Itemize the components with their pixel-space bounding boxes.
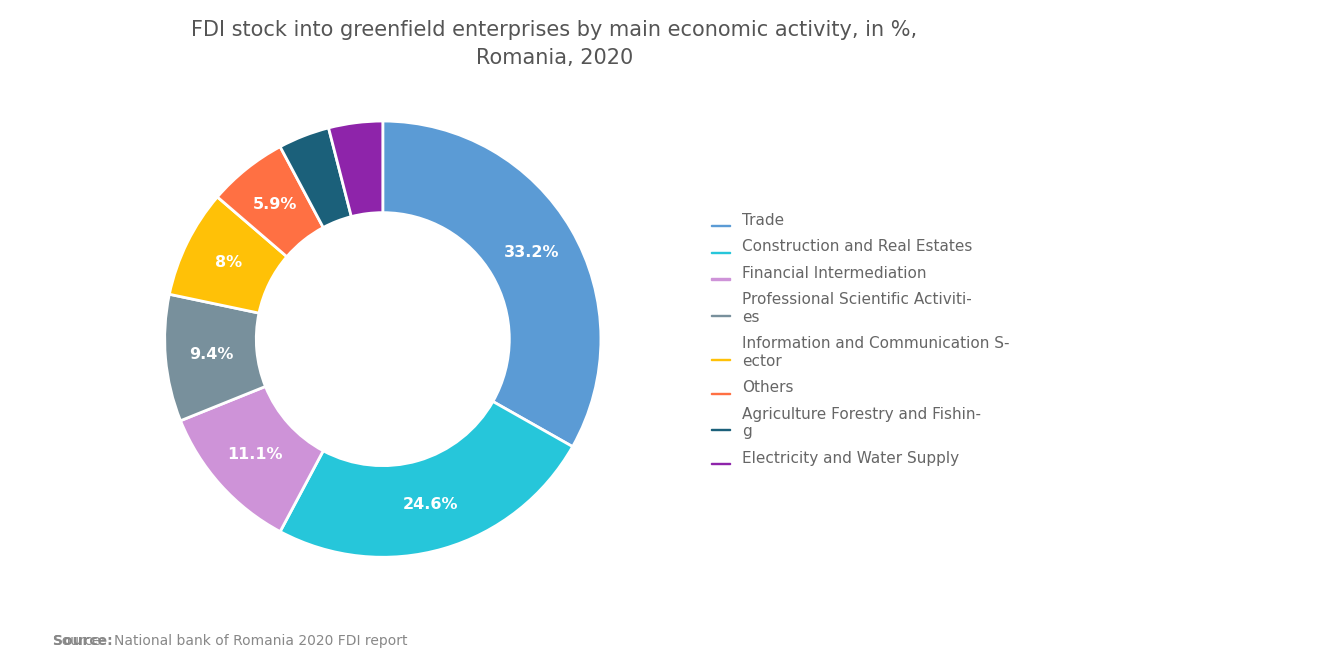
Text: 9.4%: 9.4% [189,346,234,362]
Wedge shape [329,121,383,217]
Text: 8%: 8% [215,255,242,271]
Wedge shape [280,402,573,557]
Text: 24.6%: 24.6% [403,497,458,512]
Wedge shape [169,197,286,313]
Text: 5.9%: 5.9% [253,197,297,212]
Text: FDI stock into greenfield enterprises by main economic activity, in %,
Romania, : FDI stock into greenfield enterprises by… [191,20,917,68]
Text: 11.1%: 11.1% [227,447,282,462]
Wedge shape [280,128,351,227]
Wedge shape [218,147,323,257]
Wedge shape [181,386,323,531]
Legend: Trade, Construction and Real Estates, Financial Intermediation, Professional Sci: Trade, Construction and Real Estates, Fi… [706,208,1014,470]
Text: 33.2%: 33.2% [504,245,560,260]
Text: Source:: Source: [53,634,112,648]
Wedge shape [165,294,265,421]
Text: Source:  National bank of Romania 2020 FDI report: Source: National bank of Romania 2020 FD… [53,634,408,648]
Wedge shape [383,121,601,447]
